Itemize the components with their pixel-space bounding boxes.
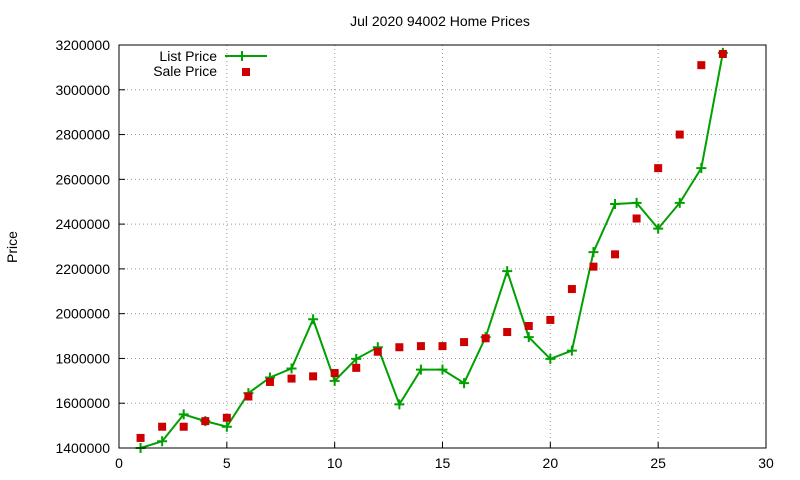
marks: [135, 47, 728, 453]
legend-marker-list: [237, 51, 247, 61]
x-tick-label: 25: [650, 455, 666, 471]
sale-price-point: [460, 338, 469, 347]
sale-price-point: [524, 321, 533, 330]
list-price-point: [157, 436, 168, 447]
y-tick-label: 2800000: [55, 127, 110, 143]
y-tick-label: 3200000: [55, 37, 110, 53]
legend: List Price Sale Price: [153, 48, 267, 79]
sale-price-point: [416, 342, 425, 351]
y-tick-label: 2200000: [55, 261, 110, 277]
sale-price-point: [611, 250, 620, 259]
list-price-point: [610, 198, 621, 209]
list-price-point: [178, 409, 189, 420]
sale-price-point: [589, 262, 598, 271]
list-price-point: [221, 421, 232, 432]
sale-price-point: [352, 363, 361, 372]
x-tick-label: 15: [435, 455, 451, 471]
y-axis-label: Price: [4, 231, 20, 263]
list-price-point: [653, 223, 664, 234]
y-tick-label: 1400000: [55, 440, 110, 456]
y-tick-label: 2000000: [55, 306, 110, 322]
sale-price-point: [697, 61, 706, 70]
list-price-point: [566, 345, 577, 356]
y-tick-label: 1600000: [55, 395, 110, 411]
legend-label-sale: Sale Price: [153, 63, 217, 79]
x-tick-label: 5: [223, 455, 231, 471]
sale-price-point: [675, 130, 684, 139]
x-tick-label: 30: [758, 455, 774, 471]
sale-price-point: [567, 285, 576, 294]
sale-price-point: [546, 315, 555, 324]
sale-price-point: [718, 49, 727, 58]
sale-price-point: [201, 417, 210, 426]
sale-price-point: [158, 422, 167, 431]
list-price-point: [286, 363, 297, 374]
legend-marker-sale: [242, 68, 250, 76]
list-price-point: [696, 163, 707, 174]
sale-price-point: [265, 377, 274, 386]
y-tick-label: 1800000: [55, 350, 110, 366]
sale-price-point: [287, 374, 296, 383]
list-price-point: [523, 332, 534, 343]
chart-title: Jul 2020 94002 Home Prices: [350, 13, 530, 29]
list-price-line: [140, 52, 724, 449]
list-price-point: [545, 353, 556, 364]
legend-label-list: List Price: [159, 48, 217, 64]
x-tick-label: 20: [543, 455, 559, 471]
list-price-point: [394, 399, 405, 410]
ticks: 0 5 10 15 20 25 30 1400000 1600000 1800000 2000000…: [55, 37, 774, 471]
list-price-point: [308, 314, 319, 325]
sale-price-point: [632, 214, 641, 223]
y-tick-label: 2400000: [55, 216, 110, 232]
y-tick-label: 2600000: [55, 171, 110, 187]
x-tick-label: 0: [115, 455, 123, 471]
list-price-point: [502, 266, 513, 277]
list-price-point: [437, 364, 448, 375]
list-price-point: [329, 375, 340, 386]
sale-price-point: [136, 433, 145, 442]
sale-price-point: [373, 347, 382, 356]
sale-price-point: [654, 164, 663, 173]
grid: [119, 45, 766, 448]
list-price-point: [588, 247, 599, 258]
sale-price-point: [395, 343, 404, 352]
y-tick-label: 3000000: [55, 82, 110, 98]
list-price-point: [351, 353, 362, 364]
list-price-point: [631, 197, 642, 208]
sale-price-point: [309, 372, 318, 381]
x-tick-label: 10: [327, 455, 343, 471]
list-price-point: [674, 197, 685, 208]
sale-price-point: [503, 328, 512, 337]
plot-frame: [118, 44, 767, 449]
sale-price-point: [179, 422, 188, 431]
sale-price-point: [244, 392, 253, 401]
list-price-point: [415, 364, 426, 375]
sale-price-point: [222, 413, 231, 422]
sale-price-point: [438, 342, 447, 351]
list-price-point: [459, 378, 470, 389]
sale-price-point: [481, 334, 490, 343]
sale-price-point: [330, 368, 339, 377]
